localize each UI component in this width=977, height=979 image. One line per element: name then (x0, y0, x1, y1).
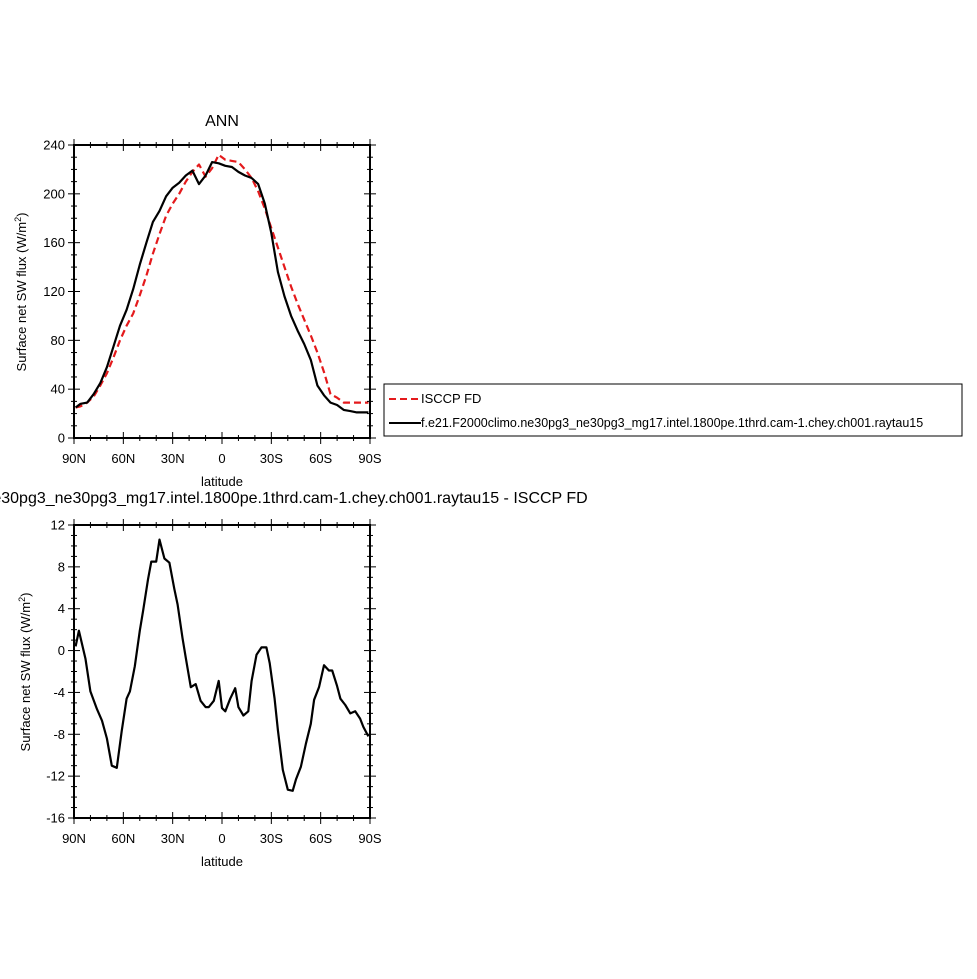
bottom-chart-axes: 90N 60N 30N 0 30S 60S 90S -16 -12 -8 -4 0 4 8 12 (46, 518, 382, 847)
top-chart-series-line-2 (74, 161, 369, 414)
bottom-chart-y-tick-label-12: -12 (46, 769, 65, 784)
top-chart-x-tick-label-60s: 60S (309, 451, 332, 466)
bottom-chart-series-lines (74, 538, 370, 792)
top-chart-plot-frame (73, 144, 371, 439)
top-chart-legend: ISCCP FD f.e21.F2000climo.ne30pg3_ne30pg… (383, 383, 963, 437)
bottom-line-chart: f.e21.F2000climo.ne30pg3_ne30pg3_mg17.in… (0, 490, 588, 869)
legend-label-isccp-fd: ISCCP FD (421, 391, 481, 406)
bottom-chart-x-tick-label-90s: 90S (358, 831, 381, 846)
top-chart-series-line-1 (75, 153, 369, 409)
bottom-chart-x-tick-label-30s: 30S (260, 831, 283, 846)
top-chart-title: ANN (205, 113, 239, 130)
top-chart-y-tick-label-160: 160 (43, 235, 65, 250)
top-chart-series-lines (74, 153, 369, 414)
legend-box (383, 383, 963, 437)
top-chart-x-tick-label-30s: 30S (260, 451, 283, 466)
top-chart-x-tick-label-30n: 30N (161, 451, 185, 466)
legend-label-model-run: f.e21.F2000climo.ne30pg3_ne30pg3_mg17.in… (421, 416, 923, 430)
bottom-chart-x-tick-label-0: 0 (218, 831, 225, 846)
top-chart-x-tick-label-60n: 60N (111, 451, 135, 466)
top-chart-x-tick-label-0: 0 (218, 451, 225, 466)
bottom-chart-title: f.e21.F2000climo.ne30pg3_ne30pg3_mg17.in… (0, 490, 588, 507)
top-chart-y-tick-label-200: 200 (43, 186, 65, 201)
top-chart-y-tick-label-240: 240 (43, 138, 65, 153)
bottom-chart-x-tick-label-60s: 60S (309, 831, 332, 846)
bottom-chart-y-tick-label-16: -16 (46, 811, 65, 826)
top-chart-y-axis-label: Surface net SW flux (W/m2) (13, 213, 29, 372)
top-chart-y-tick-label-40: 40 (51, 382, 65, 397)
bottom-chart-y-tick-label-4: 4 (58, 601, 65, 616)
bottom-chart-y-tick-label-12: 12 (51, 518, 65, 533)
top-chart-x-tick-label-90n: 90N (62, 451, 86, 466)
top-chart-x-axis-label: latitude (201, 474, 243, 489)
bottom-chart-y-axis-label: Surface net SW flux (W/m2) (17, 593, 33, 752)
bottom-chart-plot-frame (73, 524, 371, 819)
bottom-chart-x-tick-label-60n: 60N (111, 831, 135, 846)
bottom-chart-y-tick-label-8: -8 (53, 727, 65, 742)
top-chart-axes: 90N 60N 30N 0 30S 60S 90S 0 40 80 120 160 200 240 (43, 138, 382, 467)
top-chart-y-tick-label-80: 80 (51, 333, 65, 348)
bottom-chart-series-line-1 (74, 538, 370, 792)
top-chart-y-tick-label-120: 120 (43, 284, 65, 299)
bottom-chart-y-tick-label-4: -4 (53, 685, 65, 700)
bottom-chart-y-tick-label-0: 0 (58, 643, 65, 658)
bottom-chart-x-tick-label-30n: 30N (161, 831, 185, 846)
top-chart-y-tick-label-0: 0 (58, 431, 65, 446)
bottom-chart-y-tick-label-8: 8 (58, 559, 65, 574)
bottom-chart-x-axis-label: latitude (201, 854, 243, 869)
bottom-chart-x-tick-label-90n: 90N (62, 831, 86, 846)
top-chart-x-tick-label-90s: 90S (358, 451, 381, 466)
top-line-chart: ANN 90N 60N 30N 0 30S 60S 90S 0 40 80 120 160 200 240… (13, 113, 382, 489)
